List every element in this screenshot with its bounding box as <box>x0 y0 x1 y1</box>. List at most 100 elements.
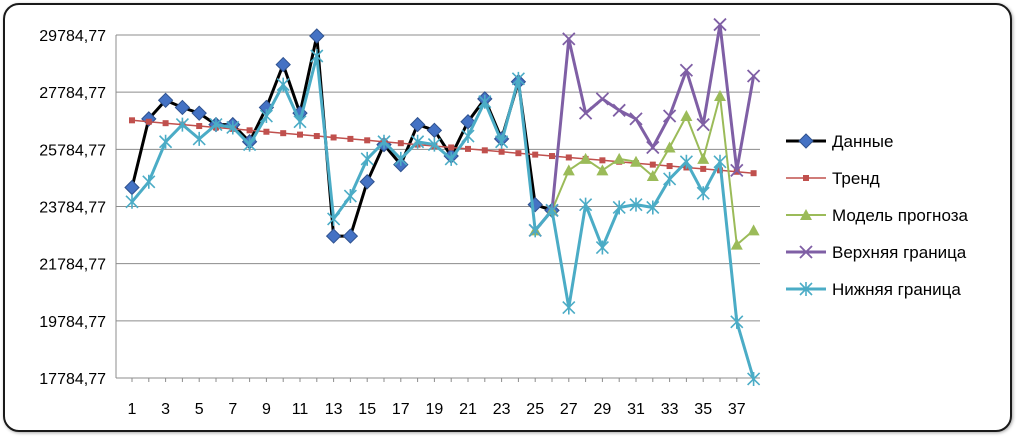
x-tick-label: 17 <box>392 401 410 418</box>
x-tick-label: 35 <box>694 401 712 418</box>
data-point <box>397 140 404 147</box>
star-marker <box>713 154 727 169</box>
triangle-marker <box>630 155 642 167</box>
series <box>125 49 761 386</box>
x-tick-label: 11 <box>292 401 309 418</box>
data-point <box>175 117 189 132</box>
data-point <box>409 116 426 133</box>
data-point <box>714 90 726 102</box>
data-point <box>799 282 813 296</box>
series-line <box>534 95 755 246</box>
square-marker <box>347 135 354 142</box>
data-point <box>330 134 337 141</box>
diamond-marker <box>157 92 174 109</box>
data-point <box>646 170 659 182</box>
data-point <box>293 114 307 129</box>
square-marker <box>515 150 522 157</box>
star-marker <box>125 194 139 209</box>
x-tick-label: 15 <box>358 401 376 418</box>
legend-label: Нижняя граница <box>832 280 961 299</box>
triangle-marker <box>747 224 760 236</box>
diamond-marker <box>309 28 325 44</box>
x-tick-label: 21 <box>459 401 477 418</box>
diamond-marker <box>409 116 426 133</box>
legend-label: Верхняя граница <box>832 243 967 262</box>
x-tick-label: 37 <box>728 401 746 418</box>
data-point <box>394 151 408 166</box>
star-marker <box>259 109 273 124</box>
x-marker <box>662 109 677 123</box>
data-point <box>478 94 492 109</box>
data-point <box>359 174 375 190</box>
x-tick-label: 27 <box>560 401 578 418</box>
data-point <box>196 123 203 130</box>
triangle-marker <box>596 164 609 176</box>
x-marker <box>612 103 626 117</box>
legend-item: Модель прогноза <box>786 206 969 225</box>
x-tick-label: 23 <box>493 401 511 418</box>
data-point <box>364 137 371 144</box>
data-point <box>565 154 572 161</box>
star-marker <box>528 223 542 238</box>
square-marker <box>297 131 303 138</box>
data-point <box>511 71 525 86</box>
data-point <box>629 112 643 126</box>
data-point <box>646 140 660 155</box>
data-point <box>411 134 425 149</box>
star-marker <box>427 137 441 152</box>
data-point <box>209 117 223 132</box>
data-point <box>666 163 673 170</box>
series-line <box>130 54 756 381</box>
diamond-marker <box>174 99 191 116</box>
data-point <box>129 117 135 124</box>
data-point <box>713 154 727 169</box>
y-tick-label: 17784,77 <box>39 371 106 388</box>
data-point <box>342 228 359 244</box>
square-marker <box>465 145 471 152</box>
data-point <box>125 194 139 209</box>
y-tick-label: 29784,77 <box>39 28 106 45</box>
data-point <box>663 141 676 153</box>
square-marker <box>803 175 809 181</box>
x-tick-label: 7 <box>228 401 237 418</box>
data-point <box>142 174 156 189</box>
data-point <box>700 165 707 172</box>
star-marker <box>360 151 374 166</box>
diamond-marker <box>460 114 476 130</box>
x-marker <box>679 63 694 77</box>
x-marker <box>629 112 643 126</box>
data-point <box>562 164 575 176</box>
square-marker <box>649 161 656 168</box>
data-point <box>545 203 559 218</box>
star-marker <box>595 240 609 255</box>
data-point <box>803 175 809 181</box>
x-marker <box>746 69 761 83</box>
star-marker <box>343 189 357 204</box>
star-marker <box>629 197 643 212</box>
data-point <box>730 314 744 329</box>
star-marker <box>646 200 660 215</box>
square-marker <box>397 140 404 147</box>
star-marker <box>562 300 576 315</box>
x-marker <box>646 140 660 155</box>
data-point <box>460 114 476 130</box>
data-point <box>377 134 391 149</box>
data-point <box>629 197 643 212</box>
x-marker <box>578 106 593 120</box>
data-point <box>679 154 693 169</box>
square-marker <box>313 133 320 140</box>
star-marker <box>327 211 341 226</box>
data-point <box>798 133 814 149</box>
data-point <box>461 129 475 144</box>
data-point <box>157 92 174 109</box>
y-tick-label: 27784,77 <box>39 85 106 102</box>
triangle-marker <box>562 164 575 176</box>
star-marker <box>696 186 710 201</box>
x-tick-label: 19 <box>426 401 444 418</box>
data-point <box>663 171 677 186</box>
data-point <box>549 153 555 160</box>
data-point <box>124 179 140 196</box>
data-point <box>427 137 441 152</box>
square-marker <box>666 163 673 170</box>
data-point <box>325 228 342 244</box>
